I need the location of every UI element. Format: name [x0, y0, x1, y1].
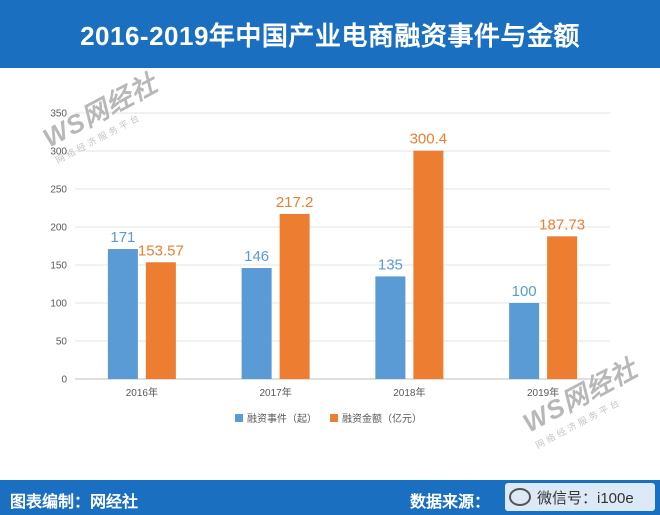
legend-swatch	[235, 414, 243, 422]
bar-events	[241, 268, 272, 379]
legend-swatch	[330, 414, 338, 422]
x-tick-label: 2016年	[126, 386, 158, 399]
bar-amount	[547, 236, 578, 379]
y-tick-label: 100	[50, 299, 67, 310]
y-tick-label: 150	[50, 261, 67, 272]
bar-events	[509, 303, 540, 379]
wechat-badge: 微信号：i100e	[505, 483, 655, 511]
data-label: 100	[512, 283, 537, 300]
x-tick-label: 2017年	[260, 386, 292, 399]
x-tick-label: 2019年	[527, 386, 559, 399]
data-label: 153.57	[138, 242, 184, 259]
x-tick-label: 2018年	[393, 386, 425, 399]
bar-amount	[145, 262, 176, 379]
bar-events	[375, 276, 406, 379]
y-tick-label: 300	[50, 147, 67, 158]
data-label: 135	[378, 256, 403, 273]
data-label: 171	[110, 229, 135, 246]
chart-title: 2016-2019年中国产业电商融资事件与金额	[80, 20, 580, 51]
chart-area: 0 50 100 150 200 250 300 350 2016年 171 153.57 2017年…	[0, 68, 660, 480]
footer-source: 数据来源：	[410, 494, 491, 511]
data-label: 300.4	[410, 131, 448, 148]
legend-label: 融资金额（亿元）	[342, 412, 422, 425]
data-label: 187.73	[539, 216, 585, 233]
legend-label: 融资事件（起）	[247, 412, 317, 425]
bar-amount	[279, 213, 310, 379]
footer-compiler: 图表编制：网经社	[10, 494, 139, 511]
y-tick-label: 350	[50, 109, 67, 120]
footer-bar: 图表编制：网经社 数据来源： 微信号：i100e	[0, 480, 660, 515]
y-tick-label: 200	[50, 223, 67, 234]
bar-events	[107, 249, 138, 379]
wechat-icon	[509, 488, 531, 506]
bar-amount	[413, 150, 444, 379]
y-tick-label: 0	[61, 375, 67, 386]
title-bar: 2016-2019年中国产业电商融资事件与金额	[0, 0, 660, 68]
data-label: 217.2	[276, 194, 314, 211]
data-label: 146	[244, 248, 269, 265]
wechat-id: 微信号：i100e	[537, 489, 634, 507]
y-tick-label: 50	[56, 337, 68, 348]
y-tick-label: 250	[50, 185, 67, 196]
